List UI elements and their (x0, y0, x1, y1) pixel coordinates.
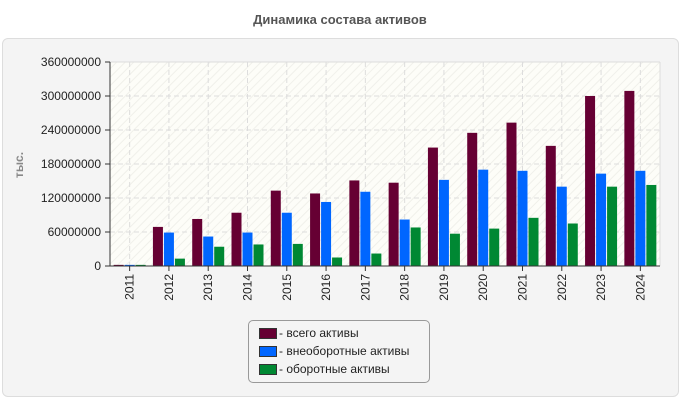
bar (506, 122, 517, 266)
bar (152, 226, 163, 266)
x-tick-label: 2020 (476, 274, 490, 301)
bar (174, 258, 185, 266)
x-tick-label: 2024 (633, 274, 647, 301)
y-tick-label: 120000000 (41, 191, 101, 205)
x-tick-label: 2013 (201, 274, 215, 301)
bar (163, 232, 174, 266)
bar (410, 227, 421, 266)
x-tick-label: 2014 (241, 274, 255, 301)
y-tick-label: 240000000 (41, 123, 101, 137)
bar (478, 169, 489, 266)
x-tick-label: 2015 (280, 274, 294, 301)
x-tick-label: 2022 (555, 274, 569, 301)
bar (399, 219, 410, 266)
bar (242, 232, 253, 266)
bar (467, 132, 478, 266)
bar (124, 264, 135, 266)
x-tick-label: 2017 (358, 274, 372, 301)
bar (545, 145, 556, 266)
bar (567, 223, 578, 266)
bar (192, 218, 203, 266)
legend-label: - внеоборотные активы (279, 344, 410, 358)
bar (349, 180, 360, 266)
bar (321, 201, 332, 266)
bar (113, 264, 124, 266)
bar (231, 212, 242, 266)
bar (360, 191, 371, 266)
bar (489, 228, 500, 266)
bar (556, 186, 567, 266)
bar (253, 244, 264, 266)
legend-item-current: - оборотные активы (259, 362, 390, 376)
bar (427, 147, 438, 266)
y-axis-label: тыс. (12, 152, 26, 178)
legend-label: - оборотные активы (279, 362, 390, 376)
x-tick-label: 2023 (594, 274, 608, 301)
x-tick-label: 2018 (398, 274, 412, 301)
legend-swatch (259, 345, 277, 357)
bar (388, 182, 399, 266)
bar (310, 193, 321, 266)
bar (528, 217, 539, 266)
legend-label: - всего активы (279, 326, 359, 340)
bar (596, 173, 607, 266)
bar (135, 264, 146, 266)
bar (585, 96, 596, 266)
legend-item-total: - всего активы (259, 326, 359, 340)
legend-swatch (259, 327, 277, 339)
legend-item-noncurrent: - внеоборотные активы (259, 344, 409, 358)
legend: - всего активы - внеоборотные активы - о… (248, 320, 430, 383)
x-tick-label: 2016 (319, 274, 333, 301)
bar (214, 246, 225, 266)
bar (635, 170, 646, 266)
bar (438, 179, 449, 266)
bar (517, 170, 528, 266)
y-tick-label: 360000000 (41, 55, 101, 69)
y-tick-label: 300000000 (41, 89, 101, 103)
bar (332, 257, 343, 266)
bar (203, 236, 214, 266)
bar (281, 212, 292, 266)
bar (646, 184, 657, 266)
bar (270, 190, 281, 266)
bar (624, 90, 635, 267)
bar (292, 243, 303, 266)
y-tick-label: 180000000 (41, 157, 101, 171)
y-tick-label: 60000000 (48, 225, 102, 239)
legend-swatch (259, 363, 277, 375)
x-tick-label: 2021 (516, 274, 530, 301)
bar (449, 233, 460, 266)
x-tick-label: 2012 (162, 274, 176, 301)
bar (607, 186, 618, 266)
y-tick-label: 0 (94, 259, 101, 273)
x-tick-label: 2011 (123, 274, 137, 300)
bar (371, 253, 382, 266)
x-tick-label: 2019 (437, 274, 451, 301)
chart-title: Динамика состава активов (253, 12, 427, 27)
